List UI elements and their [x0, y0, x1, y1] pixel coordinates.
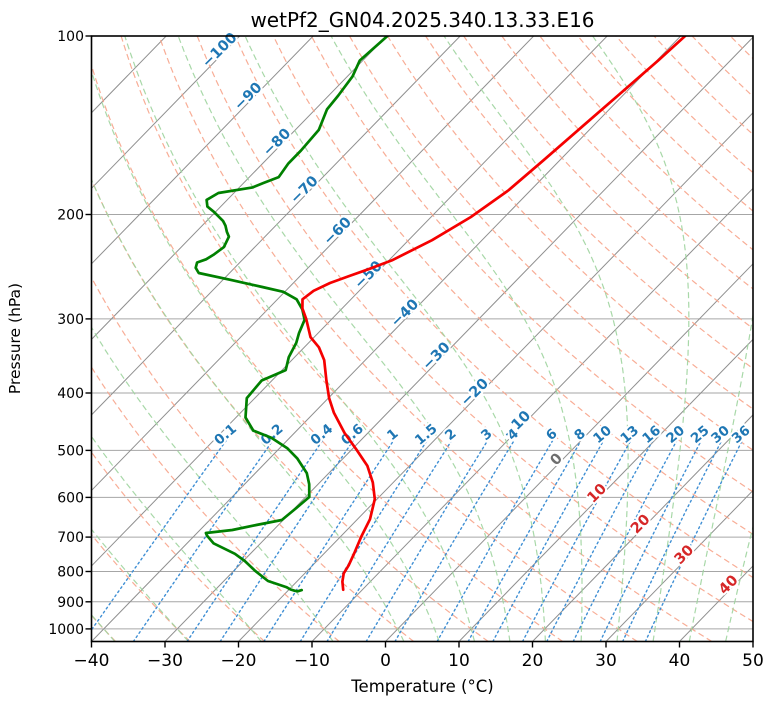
- dry-adiabat: [91, 63, 564, 642]
- mixing-ratio-line: [299, 440, 428, 642]
- x-axis-label: Temperature (°C): [350, 677, 493, 696]
- isotherm-line: [605, 489, 753, 642]
- mixing-ratio-line: [219, 440, 354, 642]
- isotherm-line: [91, 36, 314, 265]
- y-tick-label: 300: [57, 312, 84, 328]
- moist-adiabat: [91, 69, 440, 642]
- dry-adiabat: [463, 36, 753, 330]
- moist-adiabat: [91, 326, 334, 642]
- dry-adiabat: [425, 36, 753, 370]
- isotherm-line: [91, 36, 682, 642]
- mixing-ratio-line: [186, 440, 323, 642]
- x-tick-label: 50: [742, 651, 764, 671]
- mixing-ratio-line: [467, 440, 582, 642]
- x-tick-label: 40: [669, 651, 691, 671]
- x-tick-label: −20: [221, 651, 257, 671]
- plot-layers: [91, 36, 753, 642]
- mixing-ratio-line: [91, 440, 227, 632]
- mixing-ratio-line: [263, 440, 394, 642]
- dry-adiabat: [196, 36, 753, 623]
- isotherm-line: [238, 112, 753, 642]
- mixing-ratio-line: [572, 440, 678, 642]
- mixing-ratio-line: [436, 440, 554, 642]
- x-tick-label: 30: [595, 651, 617, 671]
- y-axis-ticks: 100 200 300 400 500 600 700 800 900 1000: [48, 29, 92, 638]
- isotherm-line: [458, 338, 753, 642]
- mixing-ratio-lines: [91, 440, 743, 642]
- dry-adiabat: [348, 36, 753, 451]
- x-tick-label: −10: [294, 651, 330, 671]
- x-tick-label: −30: [147, 651, 183, 671]
- x-tick-label: 20: [522, 651, 544, 671]
- y-tick-label: 800: [57, 565, 84, 581]
- y-tick-label: 200: [57, 208, 84, 224]
- temperature-curve: [301, 36, 687, 592]
- y-tick-label: 600: [57, 490, 84, 506]
- mixing-ratio-line: [546, 440, 654, 642]
- dry-adiabat: [120, 36, 638, 642]
- isotherm-line: [164, 36, 753, 642]
- x-tick-label: 0: [380, 651, 391, 671]
- moist-adiabat: [177, 36, 511, 642]
- y-tick-label: 1000: [48, 622, 84, 638]
- isotherm-line: [91, 36, 241, 190]
- mixing-ratio-line: [132, 440, 274, 642]
- dry-adiabat: [577, 36, 753, 212]
- plot-frame: [90, 35, 754, 643]
- mixing-ratio-line: [644, 440, 743, 642]
- mixing-ratio-line: [326, 440, 452, 642]
- mixing-ratio-line: [521, 440, 632, 642]
- y-tick-label: 900: [57, 595, 84, 611]
- y-tick-label: 500: [57, 443, 84, 459]
- dry-adiabat: [91, 366, 340, 642]
- mixing-ratio-line: [492, 440, 604, 642]
- moist-adiabat: [244, 36, 546, 642]
- moist-adiabat: [443, 36, 629, 642]
- profile-curves: [194, 36, 687, 593]
- y-tick-label: 100: [57, 29, 84, 45]
- chart-title: wetPf2_GN04.2025.340.13.33.E16: [250, 8, 594, 32]
- y-tick-label: 400: [57, 386, 84, 402]
- mixing-ratio-line: [599, 440, 702, 642]
- y-axis-label: Pressure (hPa): [6, 283, 24, 394]
- dry-adiabat: [158, 36, 713, 642]
- mixing-ratio-line: [394, 440, 515, 642]
- dry-adiabat: [615, 36, 753, 174]
- dry-adiabat: [234, 36, 753, 579]
- mixing-ratio-line: [622, 440, 723, 642]
- isotherm-line: [91, 36, 535, 492]
- dry-adiabat: [310, 36, 753, 493]
- x-tick-label: 10: [448, 651, 470, 671]
- isotherm-line: [91, 36, 461, 416]
- y-tick-label: 700: [57, 530, 84, 546]
- axes: −40 −30 −20 −10 0 10 20 30 40 50 100 200 300 400 500 60…: [48, 29, 763, 671]
- isotherm-line: [532, 414, 753, 642]
- moist-adiabat: [91, 178, 405, 642]
- moist-adiabat: [592, 36, 690, 642]
- dry-adiabat-lines: [91, 36, 753, 642]
- mixing-ratio-line: [365, 440, 488, 642]
- dry-adiabat: [91, 276, 415, 642]
- dry-adiabat: [272, 36, 753, 536]
- dewpoint-curve: [194, 36, 389, 593]
- x-axis-ticks: −40 −30 −20 −10 0 10 20 30 40 50: [74, 641, 764, 671]
- isotherm-line: [385, 263, 753, 642]
- x-tick-label: −40: [74, 651, 110, 671]
- pressure-gridlines: [91, 36, 753, 630]
- dry-adiabat: [91, 533, 191, 642]
